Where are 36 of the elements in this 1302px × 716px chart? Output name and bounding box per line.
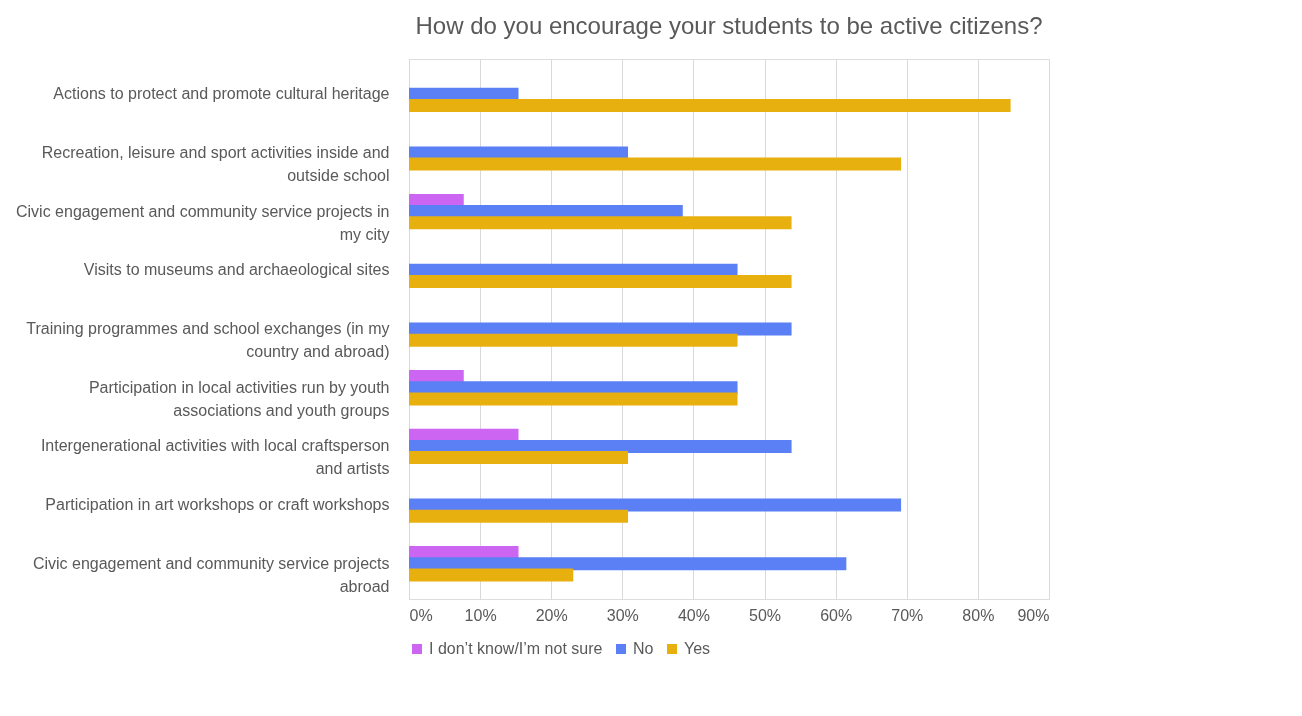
- y-tick-label: Visits to museums and archaeological sites: [83, 261, 390, 279]
- x-tick-label: 50%: [749, 606, 782, 624]
- x-tick-label: 40%: [677, 606, 710, 624]
- bar: [409, 392, 738, 406]
- bar: [409, 216, 792, 230]
- y-tick-label: Civic engagement and community service projects in my city: [16, 202, 390, 243]
- bar: [409, 274, 792, 288]
- bar: [409, 98, 1011, 112]
- y-tick-label: Participation in art workshops or craft workshops: [45, 496, 390, 514]
- legend-label: I don’t know/I’m not sure: [429, 640, 603, 657]
- x-tick-label: 30%: [606, 606, 639, 624]
- chart-title: How do you encourage your students to be active citizens?: [415, 12, 1043, 39]
- y-tick-label: Participation in local activities run by youth associations and youth groups: [88, 378, 390, 419]
- y-tick-label: Actions to protect and promote cultural heritage: [53, 85, 390, 103]
- x-tick-label: 60%: [820, 606, 853, 624]
- x-tick-label: 80%: [962, 606, 995, 624]
- bar: [409, 557, 847, 571]
- bar: [409, 157, 902, 171]
- bar: [409, 568, 574, 582]
- y-tick-label: Intergenerational activities with local craftsperson and artists: [40, 437, 390, 478]
- x-tick-label: 0%: [409, 606, 433, 624]
- bar: [409, 439, 792, 453]
- y-tick-label: Recreation, leisure and sport activities inside and outside school: [41, 143, 390, 184]
- x-tick-label: 90%: [1017, 606, 1050, 624]
- legend-label: Yes: [684, 640, 711, 657]
- bar: [409, 509, 629, 523]
- y-tick-label: Civic engagement and community service projects abroad: [32, 554, 390, 595]
- bar: [409, 333, 738, 347]
- legend-label: No: [633, 640, 654, 657]
- bar: [409, 451, 629, 465]
- x-tick-label: 70%: [891, 606, 924, 624]
- x-tick-label: 10%: [464, 606, 497, 624]
- y-tick-label: Training programmes and school exchanges (in my country and abroad): [26, 320, 390, 360]
- x-tick-label: 20%: [535, 606, 568, 624]
- bar: [409, 498, 902, 512]
- bar: [409, 146, 629, 160]
